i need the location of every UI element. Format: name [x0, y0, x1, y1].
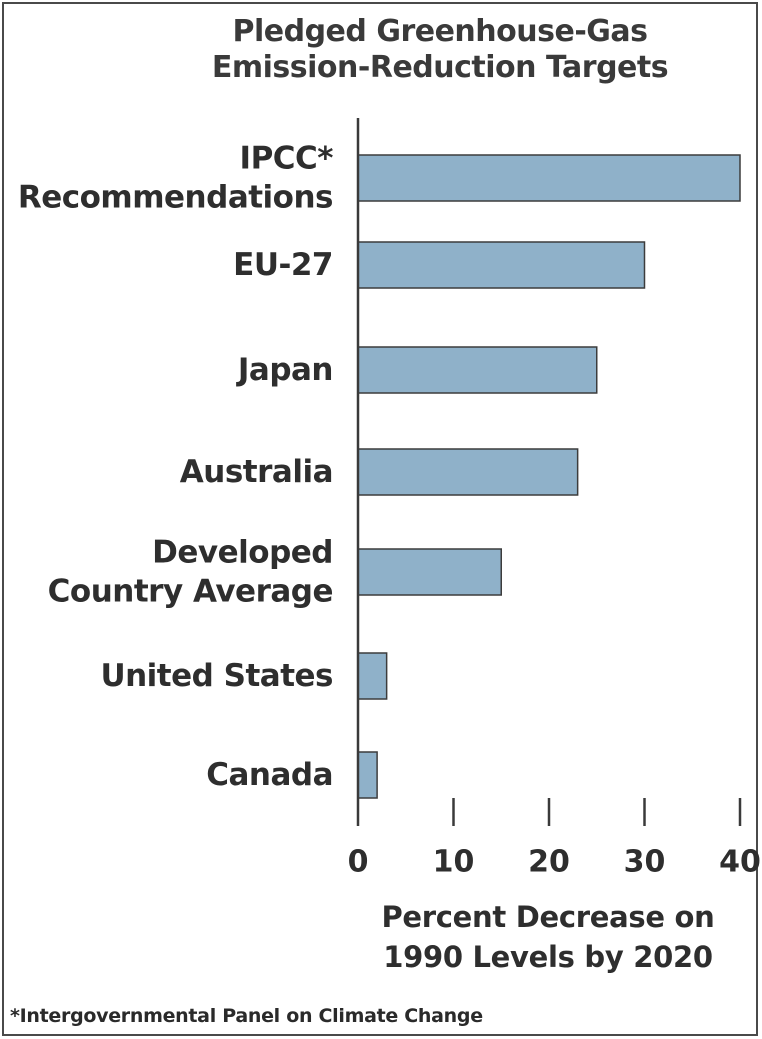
bar-2 [357, 346, 598, 394]
bar-0 [357, 154, 741, 202]
category-label-6-0: Canada [206, 757, 333, 793]
x-tick-label-0: 0 [348, 845, 369, 880]
category-label-4-0: Developed [152, 535, 333, 571]
bar-3 [357, 448, 579, 496]
chart-title-line-1: Pledged Greenhouse-Gas [232, 14, 648, 49]
x-tick-label-2: 20 [528, 845, 570, 880]
bar-5 [357, 652, 388, 700]
x-tick-label-4: 40 [719, 845, 761, 880]
chart-title-line-2: Emission-Reduction Targets [211, 50, 669, 85]
bar-1 [357, 241, 646, 289]
bar-6 [357, 751, 378, 799]
category-label-3-0: Australia [180, 454, 333, 490]
category-label-0-1: Recommendations [18, 180, 333, 216]
category-label-2-0: Japan [236, 352, 333, 388]
x-axis-title-line-1: 1990 Levels by 2020 [383, 940, 713, 974]
category-label-5-0: United States [100, 658, 333, 694]
bar-4 [357, 548, 502, 596]
category-label-0-0: IPCC* [240, 141, 334, 177]
category-label-1-0: EU-27 [233, 247, 333, 283]
category-label-4-1: Country Average [48, 574, 333, 610]
footnote: *Intergovernmental Panel on Climate Chan… [10, 1005, 483, 1027]
x-tick-label-3: 30 [624, 845, 666, 880]
x-tick-label-1: 10 [433, 845, 475, 880]
x-axis-title-line-0: Percent Decrease on [381, 900, 714, 934]
